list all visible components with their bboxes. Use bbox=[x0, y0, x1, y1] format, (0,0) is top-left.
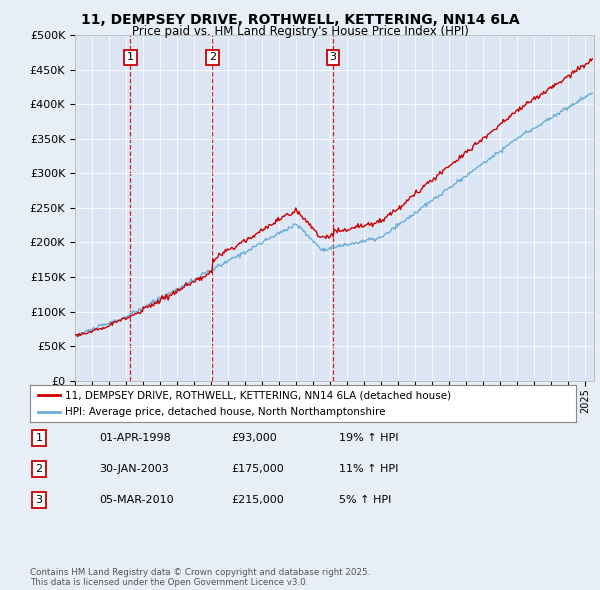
Text: 11% ↑ HPI: 11% ↑ HPI bbox=[339, 464, 398, 474]
Text: 2: 2 bbox=[209, 53, 216, 63]
Text: 3: 3 bbox=[35, 496, 43, 505]
Text: Price paid vs. HM Land Registry's House Price Index (HPI): Price paid vs. HM Land Registry's House … bbox=[131, 25, 469, 38]
Text: Contains HM Land Registry data © Crown copyright and database right 2025.
This d: Contains HM Land Registry data © Crown c… bbox=[30, 568, 370, 587]
Text: 3: 3 bbox=[329, 53, 337, 63]
Text: HPI: Average price, detached house, North Northamptonshire: HPI: Average price, detached house, Nort… bbox=[65, 407, 386, 417]
Text: 19% ↑ HPI: 19% ↑ HPI bbox=[339, 433, 398, 442]
Text: 5% ↑ HPI: 5% ↑ HPI bbox=[339, 496, 391, 505]
Text: 11, DEMPSEY DRIVE, ROTHWELL, KETTERING, NN14 6LA (detached house): 11, DEMPSEY DRIVE, ROTHWELL, KETTERING, … bbox=[65, 390, 452, 400]
Text: 11, DEMPSEY DRIVE, ROTHWELL, KETTERING, NN14 6LA: 11, DEMPSEY DRIVE, ROTHWELL, KETTERING, … bbox=[80, 13, 520, 27]
Text: 2: 2 bbox=[35, 464, 43, 474]
Text: 1: 1 bbox=[127, 53, 134, 63]
Text: 30-JAN-2003: 30-JAN-2003 bbox=[99, 464, 169, 474]
Text: 05-MAR-2010: 05-MAR-2010 bbox=[99, 496, 173, 505]
Text: £175,000: £175,000 bbox=[231, 464, 284, 474]
Text: £215,000: £215,000 bbox=[231, 496, 284, 505]
Text: 1: 1 bbox=[35, 433, 43, 442]
Text: £93,000: £93,000 bbox=[231, 433, 277, 442]
Text: 01-APR-1998: 01-APR-1998 bbox=[99, 433, 171, 442]
